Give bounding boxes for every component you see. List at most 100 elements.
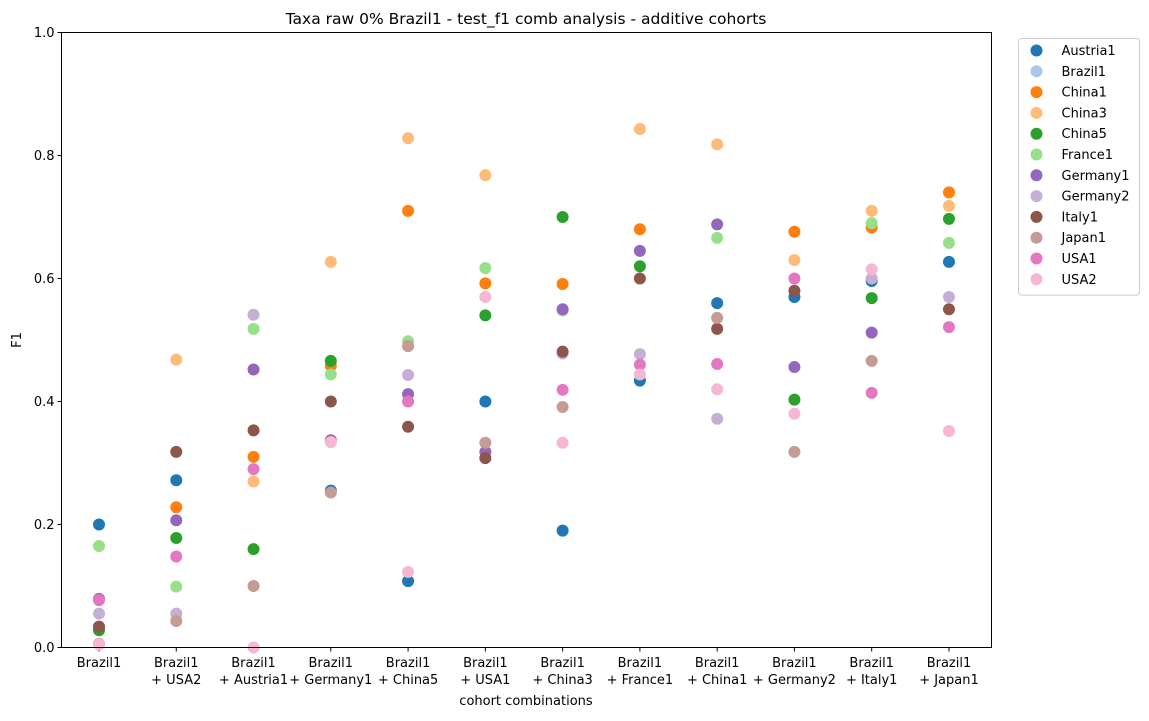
legend-label: USA2: [1062, 273, 1097, 288]
data-point-usa2: [324, 436, 337, 449]
data-point-usa1: [788, 272, 801, 285]
data-point-japan1: [324, 486, 337, 499]
data-point-usa2: [479, 290, 492, 303]
x-tick-label: + China1: [687, 673, 747, 688]
data-point-china5: [942, 212, 955, 225]
data-point-china3: [633, 123, 646, 136]
x-axis-label: cohort combinations: [459, 694, 593, 709]
x-tick-label: Brazil1: [695, 656, 740, 671]
data-point-usa1: [633, 358, 646, 371]
data-point-germany1: [788, 361, 801, 374]
y-tick-label: 0.4: [34, 395, 55, 410]
legend-marker: [1030, 65, 1043, 78]
data-point-austria1: [93, 518, 105, 531]
data-point-usa2: [93, 638, 105, 651]
data-point-austria1: [942, 255, 955, 268]
x-tick-label: + China3: [532, 673, 592, 688]
legend-label: Germany2: [1062, 190, 1130, 205]
data-point-austria1: [479, 395, 492, 408]
data-point-usa1: [247, 463, 260, 476]
data-point-germany1: [865, 326, 878, 339]
x-axis: Brazil1 Brazil1 + USA2 Brazil1 + Austria1 Bra…: [77, 647, 979, 688]
data-point-italy1: [402, 420, 415, 433]
legend-label: Germany1: [1062, 169, 1130, 184]
data-point-china5: [865, 292, 878, 305]
data-point-italy1: [633, 272, 646, 285]
data-point-usa1: [93, 594, 105, 607]
legend-marker: [1030, 148, 1043, 161]
data-point-china1: [556, 278, 569, 291]
legend-box: [1018, 38, 1140, 296]
chart-title: Taxa raw 0% Brazil1 - test_f1 comb analy…: [285, 10, 767, 29]
x-tick-label: + USA2: [151, 673, 201, 688]
data-point-china3: [170, 353, 183, 366]
data-point-china1: [170, 501, 183, 514]
data-points: [93, 123, 955, 654]
legend: Austria1 Brazil1 China1 China3 China5 France1…: [1018, 38, 1140, 296]
y-axis: 0.0 0.2 0.4 0.6 0.8 1.0: [34, 26, 62, 656]
legend-marker: [1030, 86, 1043, 99]
y-tick-label: 0.6: [34, 272, 55, 287]
data-point-usa1: [942, 321, 955, 334]
data-point-germany2: [633, 348, 646, 361]
legend-label: Brazil1: [1062, 65, 1107, 80]
data-point-italy1: [93, 620, 105, 633]
data-point-germany2: [942, 290, 955, 303]
y-tick-label: 0.0: [34, 641, 55, 656]
data-point-italy1: [479, 452, 492, 465]
data-point-france1: [711, 231, 724, 244]
data-point-france1: [93, 540, 105, 553]
legend-label: France1: [1062, 148, 1114, 163]
plot-frame: [61, 32, 992, 648]
legend-label: Austria1: [1062, 44, 1116, 59]
data-point-china1: [633, 223, 646, 236]
legend-marker: [1030, 210, 1043, 223]
legend-marker: [1030, 106, 1043, 119]
data-point-germany2: [247, 308, 260, 321]
data-point-china3: [942, 199, 955, 212]
data-point-japan1: [247, 580, 260, 592]
data-point-china3: [479, 169, 492, 182]
x-tick-label: Brazil1: [386, 656, 431, 671]
legend-marker: [1030, 127, 1043, 140]
x-tick-label: + Japan1: [919, 673, 979, 688]
data-point-china3: [402, 132, 415, 145]
x-tick-label: Brazil1: [154, 656, 199, 671]
data-point-japan1: [711, 311, 724, 324]
data-point-france1: [324, 368, 337, 381]
data-point-france1: [479, 262, 492, 275]
data-point-china3: [865, 204, 878, 217]
legend-label: USA1: [1062, 252, 1097, 267]
data-point-france1: [865, 217, 878, 230]
data-point-usa2: [711, 383, 724, 396]
legend-label: Italy1: [1062, 210, 1098, 225]
legend-marker: [1030, 169, 1043, 182]
x-tick-label: + USA1: [460, 673, 510, 688]
x-tick-label: + China5: [378, 673, 438, 688]
x-tick-label: Brazil1: [77, 656, 122, 671]
data-point-germany2: [711, 412, 724, 425]
data-point-italy1: [942, 303, 955, 316]
data-point-italy1: [711, 322, 724, 335]
legend-label: Japan1: [1061, 231, 1107, 246]
data-point-austria1: [402, 575, 415, 588]
data-point-japan1: [170, 615, 183, 628]
data-point-china5: [788, 393, 801, 406]
data-point-japan1: [865, 354, 878, 367]
data-point-china1: [788, 225, 801, 238]
data-point-china3: [711, 138, 724, 151]
x-tick-label: Brazil1: [618, 656, 663, 671]
data-point-usa1: [170, 550, 183, 563]
data-point-germany2: [865, 272, 878, 285]
x-tick-label: Brazil1: [927, 656, 972, 671]
data-point-usa1: [556, 383, 569, 396]
data-point-usa2: [865, 263, 878, 276]
x-tick-label: + Italy1: [846, 673, 898, 688]
x-tick-label: + France1: [607, 673, 674, 688]
y-axis-label: F1: [10, 332, 25, 348]
y-tick-label: 0.2: [34, 518, 55, 533]
data-point-italy1: [788, 284, 801, 297]
data-point-germany2: [402, 369, 415, 382]
y-tick-label: 1.0: [34, 26, 55, 41]
